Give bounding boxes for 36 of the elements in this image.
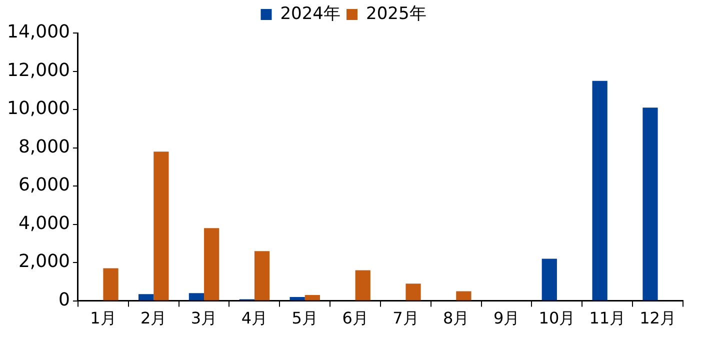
bar — [542, 258, 557, 300]
legend-label: 2024年 — [280, 4, 340, 24]
x-tick-label: 7月 — [392, 308, 419, 328]
bar — [592, 80, 608, 300]
bar — [290, 296, 305, 300]
x-tick-label: 4月 — [241, 308, 268, 328]
y-tick-label: 8,000 — [18, 136, 70, 158]
x-tick-label: 2月 — [140, 308, 167, 328]
bar — [254, 251, 270, 300]
x-tick-label: 8月 — [443, 308, 470, 328]
y-tick-label: 4,000 — [18, 212, 70, 234]
x-tick-label: 12月 — [640, 308, 676, 328]
x-tick-label: 10月 — [538, 308, 576, 328]
y-tick-label: 2,000 — [18, 251, 70, 272]
y-tick-label: 14,000 — [7, 22, 70, 43]
x-tick-label: 1月 — [90, 308, 116, 328]
x-tick-label: 11月 — [589, 308, 626, 328]
bar — [188, 293, 204, 300]
bar — [154, 152, 169, 300]
bar — [304, 295, 320, 300]
bar — [642, 108, 658, 300]
bar — [355, 270, 370, 300]
bar — [406, 284, 421, 300]
x-tick-label: 9月 — [493, 308, 520, 328]
y-tick-label: 0 — [58, 289, 70, 310]
y-tick-label: 12,000 — [7, 60, 70, 81]
x-tick-label: 3月 — [190, 308, 218, 328]
bar — [204, 228, 220, 300]
bar — [138, 294, 154, 300]
y-tick-label: 6,000 — [18, 174, 70, 196]
bar — [456, 291, 472, 300]
y-tick-label: 10,000 — [7, 98, 70, 120]
x-tick-label: 5月 — [292, 308, 318, 328]
legend-label: 2025年 — [366, 4, 426, 24]
x-tick-label: 6月 — [342, 308, 368, 328]
bar — [103, 268, 118, 300]
